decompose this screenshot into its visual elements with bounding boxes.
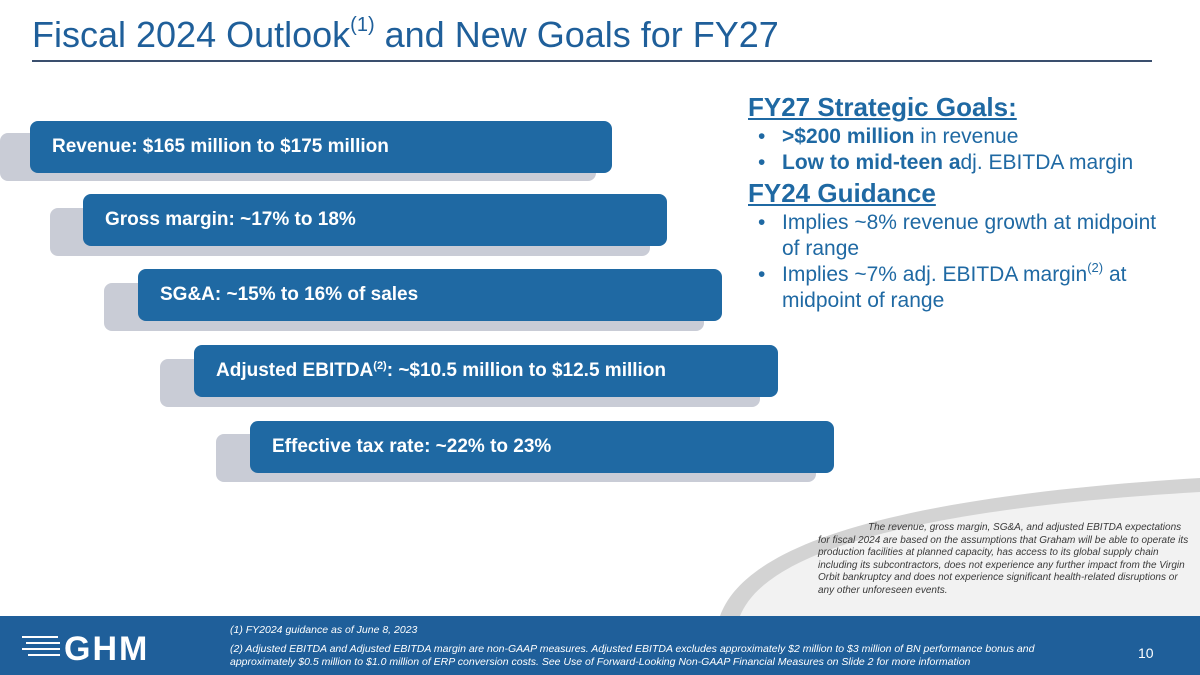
fy27-goal-ebitda-rest: dj. EBITDA margin (960, 151, 1134, 174)
tax-rate-bar: Effective tax rate: ~22% to 23% (250, 421, 834, 473)
fy24-guidance-revenue: Implies ~8% revenue growth at midpoint o… (748, 210, 1168, 262)
fy24-guidance-footnote-marker: (2) (1087, 260, 1104, 275)
ghm-logo: GHM (22, 632, 149, 662)
title-main: Fiscal 2024 Outlook (32, 14, 351, 55)
sga-bar: SG&A: ~15% to 16% of sales (138, 269, 722, 321)
fy27-goals-list: >$200 million in revenue Low to mid-teen… (748, 124, 1168, 176)
fy24-guidance-heading: FY24 Guidance (748, 178, 936, 208)
ebitda-footnote-marker: (2) (373, 360, 387, 372)
fy27-goal-ebitda: Low to mid-teen adj. EBITDA margin (748, 150, 1168, 176)
footnote-1: (1) FY2024 guidance as of June 8, 2023 (230, 624, 418, 636)
fy27-goal-revenue-rest: in revenue (914, 125, 1019, 148)
title-divider (32, 60, 1152, 62)
revenue-bar: Revenue: $165 million to $175 million (30, 121, 612, 173)
ebitda-label: Adjusted EBITDA (216, 360, 374, 381)
footer: GHM (1) FY2024 guidance as of June 8, 20… (0, 616, 1200, 675)
fy24-guidance-list: Implies ~8% revenue growth at midpoint o… (748, 210, 1168, 314)
fy27-goal-revenue-bold: >$200 million (782, 125, 915, 148)
ebitda-bar: Adjusted EBITDA(2): ~$10.5 million to $1… (194, 345, 778, 397)
fy24-guidance-ebitda-post: at midpoint of range (782, 263, 1127, 312)
fy24-guidance-ebitda-pre: Implies ~7% adj. EBITDA margin (782, 263, 1088, 286)
fy24-guidance-ebitda: Implies ~7% adj. EBITDA margin(2) at mid… (748, 260, 1168, 314)
disclaimer-text: The revenue, gross margin, SG&A, and adj… (818, 522, 1189, 596)
fy27-goal-ebitda-bold: Low to mid-teen a (782, 151, 961, 174)
gross-margin-bar: Gross margin: ~17% to 18% (83, 194, 667, 246)
page-number: 10 (1138, 645, 1154, 661)
ebitda-value: : ~$10.5 million to $12.5 million (386, 360, 667, 381)
revenue-text: Revenue: $165 million to $175 million (52, 136, 389, 157)
tax-rate-text: Effective tax rate: ~22% to 23% (272, 436, 552, 457)
fy27-goal-revenue: >$200 million in revenue (748, 124, 1168, 150)
page-title: Fiscal 2024 Outlook(1) and New Goals for… (32, 14, 779, 56)
goals-panel: FY27 Strategic Goals: >$200 million in r… (748, 92, 1168, 314)
fy27-goals-heading: FY27 Strategic Goals: (748, 92, 1017, 122)
footnote-2: (2) Adjusted EBITDA and Adjusted EBITDA … (230, 643, 1035, 668)
sga-text: SG&A: ~15% to 16% of sales (160, 284, 419, 305)
gross-margin-text: Gross margin: ~17% to 18% (105, 209, 356, 230)
logo-text: GHM (64, 632, 149, 662)
title-rest: and New Goals for FY27 (374, 14, 779, 55)
title-footnote-marker: (1) (350, 14, 375, 36)
